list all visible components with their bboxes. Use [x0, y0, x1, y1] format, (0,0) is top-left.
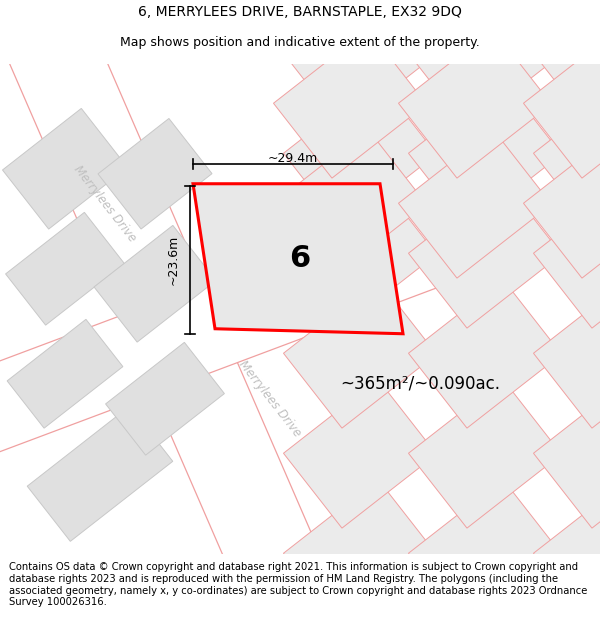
Text: Merrylees Drive: Merrylees Drive [71, 163, 139, 244]
Text: 6, MERRYLEES DRIVE, BARNSTAPLE, EX32 9DQ: 6, MERRYLEES DRIVE, BARNSTAPLE, EX32 9DQ [138, 5, 462, 19]
Text: Merrylees Drive: Merrylees Drive [236, 358, 304, 439]
Polygon shape [409, 479, 562, 625]
Polygon shape [409, 79, 562, 228]
Polygon shape [7, 319, 123, 428]
Polygon shape [0, 134, 600, 454]
Polygon shape [533, 79, 600, 228]
Polygon shape [283, 79, 437, 228]
Polygon shape [283, 479, 437, 625]
Polygon shape [274, 29, 427, 178]
Polygon shape [533, 279, 600, 428]
Text: 6: 6 [289, 244, 311, 273]
Polygon shape [2, 108, 127, 229]
Polygon shape [98, 119, 212, 229]
Polygon shape [409, 179, 562, 328]
Polygon shape [283, 179, 437, 328]
Polygon shape [398, 129, 551, 278]
Polygon shape [9, 26, 321, 592]
Polygon shape [398, 29, 551, 178]
Text: Map shows position and indicative extent of the property.: Map shows position and indicative extent… [120, 36, 480, 49]
Polygon shape [283, 0, 437, 128]
Polygon shape [533, 0, 600, 128]
Polygon shape [523, 129, 600, 278]
Text: ~29.4m: ~29.4m [268, 152, 318, 165]
Polygon shape [409, 0, 562, 128]
Polygon shape [533, 379, 600, 528]
Polygon shape [106, 342, 224, 455]
Polygon shape [94, 226, 216, 342]
Text: ~23.6m: ~23.6m [167, 234, 180, 285]
Polygon shape [523, 29, 600, 178]
Polygon shape [274, 129, 427, 278]
Polygon shape [27, 406, 173, 541]
Polygon shape [533, 479, 600, 625]
Polygon shape [409, 379, 562, 528]
Polygon shape [5, 213, 124, 325]
Polygon shape [533, 179, 600, 328]
Polygon shape [193, 184, 403, 334]
Polygon shape [283, 279, 437, 428]
Polygon shape [409, 279, 562, 428]
Polygon shape [283, 379, 437, 528]
Text: Contains OS data © Crown copyright and database right 2021. This information is : Contains OS data © Crown copyright and d… [9, 562, 587, 608]
Text: ~365m²/~0.090ac.: ~365m²/~0.090ac. [340, 375, 500, 392]
